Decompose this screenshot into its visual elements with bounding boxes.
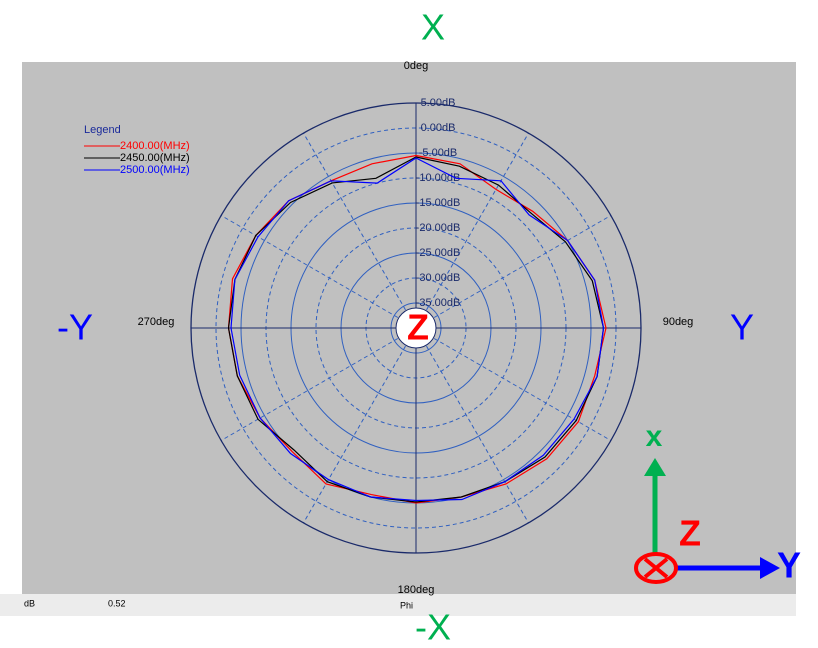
legend-title: Legend [84, 124, 121, 136]
status-axis: Phi [400, 600, 413, 610]
icon-label: Y [777, 545, 801, 586]
center-label: Z [407, 307, 429, 348]
radial-line [415, 327, 612, 441]
legend-label: 2450.00(MHz) [120, 152, 190, 164]
polar-plot: 0deg 90deg 180deg 270deg 5.00dB 0.00dB -5.00dB… [84, 60, 693, 596]
radial-line [220, 215, 417, 329]
axis-annotation: -Y [57, 307, 93, 348]
angle-label: 0deg [404, 60, 428, 72]
icon-label: Z [679, 513, 701, 554]
ring-label: -15.00dB [416, 197, 461, 209]
radial-line [220, 327, 417, 441]
radial-line [415, 215, 612, 329]
ring-label: -10.00dB [416, 172, 461, 184]
angle-label: 270deg [138, 316, 175, 328]
radial-line [303, 327, 417, 524]
icon-circle [634, 552, 678, 584]
center-circle [395, 307, 437, 349]
icon-label: x [646, 420, 663, 453]
ring-label: 0.00dB [421, 122, 456, 134]
angle-label: 180deg [398, 584, 435, 596]
status-bar [0, 594, 796, 616]
icon-arrowhead [760, 557, 780, 579]
ring-label: -20.00dB [416, 222, 461, 234]
icon-arrowhead [644, 458, 666, 476]
axis-annotation: X [421, 7, 445, 48]
radial-line [415, 132, 529, 329]
ring-label: -30.00dB [416, 272, 461, 284]
status-value: 0.52 [108, 598, 126, 608]
icon-cross [643, 557, 669, 579]
legend-label: 2400.00(MHz) [120, 140, 190, 152]
ring-label: -35.00dB [416, 297, 461, 309]
angle-label: 90deg [663, 316, 694, 328]
radial-line [303, 132, 417, 329]
axis-icon: x Z Y [634, 420, 801, 586]
ring-label: 5.00dB [421, 97, 456, 109]
legend-label: 2500.00(MHz) [120, 164, 190, 176]
series-line [230, 157, 605, 502]
ring-label: -25.00dB [416, 247, 461, 259]
axis-annotation: Y [730, 307, 754, 348]
axis-annotation: -X [415, 607, 451, 648]
ring-label: -5.00dB [419, 147, 458, 159]
series-line [227, 156, 605, 503]
radial-line [415, 327, 529, 524]
status-unit: dB [24, 598, 35, 608]
